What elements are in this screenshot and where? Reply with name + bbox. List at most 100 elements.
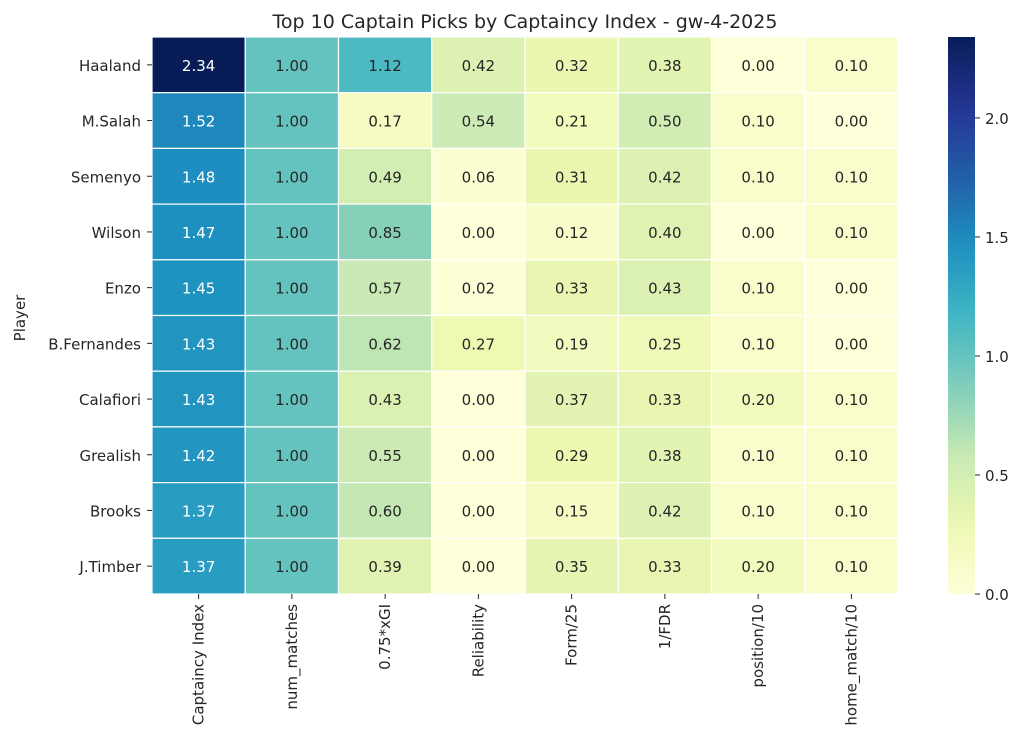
heatmap-cell [804,36,899,94]
heatmap-cell [337,537,433,595]
heatmap-cell [337,147,433,205]
colorbar-gradient [948,37,975,594]
cell-value-label: 0.57 [368,280,401,298]
y-axis-label: Player [11,294,29,342]
heatmap-cell [617,537,713,595]
colorbar-tick-label: 2.0 [985,110,1009,128]
column-label: 0.75*xGI [376,604,394,670]
row-label: M.Salah [82,113,141,131]
cell-value-label: 1.00 [275,558,308,576]
colorbar-tick-label: 0.0 [985,586,1009,604]
heatmap-cell [524,314,619,372]
heatmap-cell [244,36,340,94]
column-label: position/10 [749,604,767,688]
heatmap-cell [804,92,899,149]
colorbar: 0.0 0.5 1.0 1.5 2.0 [948,37,1009,604]
cell-value-label: 1.43 [182,391,215,409]
heatmap-cells: 2.34 1.00 1.12 0.42 0.32 0.38 0.00 0.10 1.52 1.00… [151,36,899,595]
cell-value-label: 2.34 [182,57,215,75]
cell-value-label: 0.19 [555,335,588,353]
cell-value-label: 0.10 [835,391,868,409]
heatmap-cell [244,147,340,205]
colorbar-tick-label: 1.0 [985,348,1009,366]
chart-title: Top 10 Captain Picks by Captaincy Index … [272,11,778,33]
heatmap-cell [151,537,246,595]
cell-value-label: 0.38 [648,57,681,75]
column-label: Reliability [469,604,487,677]
cell-value-label: 1.47 [182,224,215,242]
heatmap-cell [524,370,619,428]
heatmap-cell [617,147,713,205]
heatmap-cell [617,36,713,94]
heatmap-cell [337,203,433,261]
heatmap-cell [804,370,899,428]
heatmap-cell [804,314,899,372]
heatmap-cell [524,482,619,539]
heatmap-cell [151,203,246,261]
heatmap-cell [710,314,806,372]
heatmap-cell [431,259,526,317]
colorbar-tick-label: 1.5 [985,229,1009,247]
row-label: Calafiori [79,391,141,409]
cell-value-label: 0.25 [648,335,681,353]
row-label: Haaland [79,57,141,75]
cell-value-label: 0.10 [741,335,774,353]
cell-value-label: 0.00 [462,391,495,409]
heatmap-cell [710,259,806,317]
cell-value-label: 1.00 [275,280,308,298]
cell-value-label: 0.33 [555,280,588,298]
heatmap-cell [524,259,619,317]
heatmap-cell [524,537,619,595]
heatmap-cell [710,203,806,261]
heatmap-cell [617,482,713,539]
cell-value-label: 0.50 [648,113,681,131]
cell-value-label: 0.10 [741,447,774,465]
heatmap-cell [151,370,246,428]
cell-value-label: 1.48 [182,168,215,186]
cell-value-label: 0.42 [648,502,681,520]
column-label: Captaincy Index [190,604,208,725]
cell-value-label: 0.10 [835,502,868,520]
cell-value-label: 0.32 [555,57,588,75]
cell-value-label: 0.39 [368,558,401,576]
cell-value-label: 0.00 [462,558,495,576]
cell-value-label: 0.00 [741,224,774,242]
cell-value-label: 1.00 [275,391,308,409]
cell-value-label: 1.37 [182,558,215,576]
heatmap-cell [337,482,433,539]
cell-value-label: 0.35 [555,558,588,576]
cell-value-label: 1.00 [275,113,308,131]
heatmap-cell [337,314,433,372]
column-labels: Captaincy Index num_matches 0.75*xGI Reliab… [190,594,861,726]
cell-value-label: 0.42 [648,168,681,186]
heatmap-cell [244,370,340,428]
heatmap-cell [524,203,619,261]
cell-value-label: 0.43 [648,280,681,298]
colorbar-tick-label: 0.5 [985,467,1009,485]
column-label: home_match/10 [842,604,861,726]
cell-value-label: 0.00 [462,447,495,465]
heatmap-cell [617,370,713,428]
cell-value-label: 0.31 [555,168,588,186]
heatmap-cell [710,370,806,428]
cell-value-label: 1.00 [275,57,308,75]
cell-value-label: 0.15 [555,502,588,520]
row-label: Wilson [92,224,141,242]
cell-value-label: 0.85 [368,224,401,242]
heatmap-cell [804,147,899,205]
row-label: J.Timber [78,558,141,576]
cell-value-label: 1.52 [182,113,215,131]
heatmap-cell [617,92,713,149]
row-label: Semenyo [71,168,141,186]
cell-value-label: 0.20 [741,558,774,576]
cell-value-label: 0.00 [835,335,868,353]
heatmap-cell [431,203,526,261]
cell-value-label: 0.10 [741,280,774,298]
cell-value-label: 0.43 [368,391,401,409]
heatmap-cell [151,36,246,94]
row-label: B.Fernandes [48,335,141,353]
heatmap-cell [337,426,433,484]
cell-value-label: 0.33 [648,391,681,409]
cell-value-label: 1.45 [182,280,215,298]
